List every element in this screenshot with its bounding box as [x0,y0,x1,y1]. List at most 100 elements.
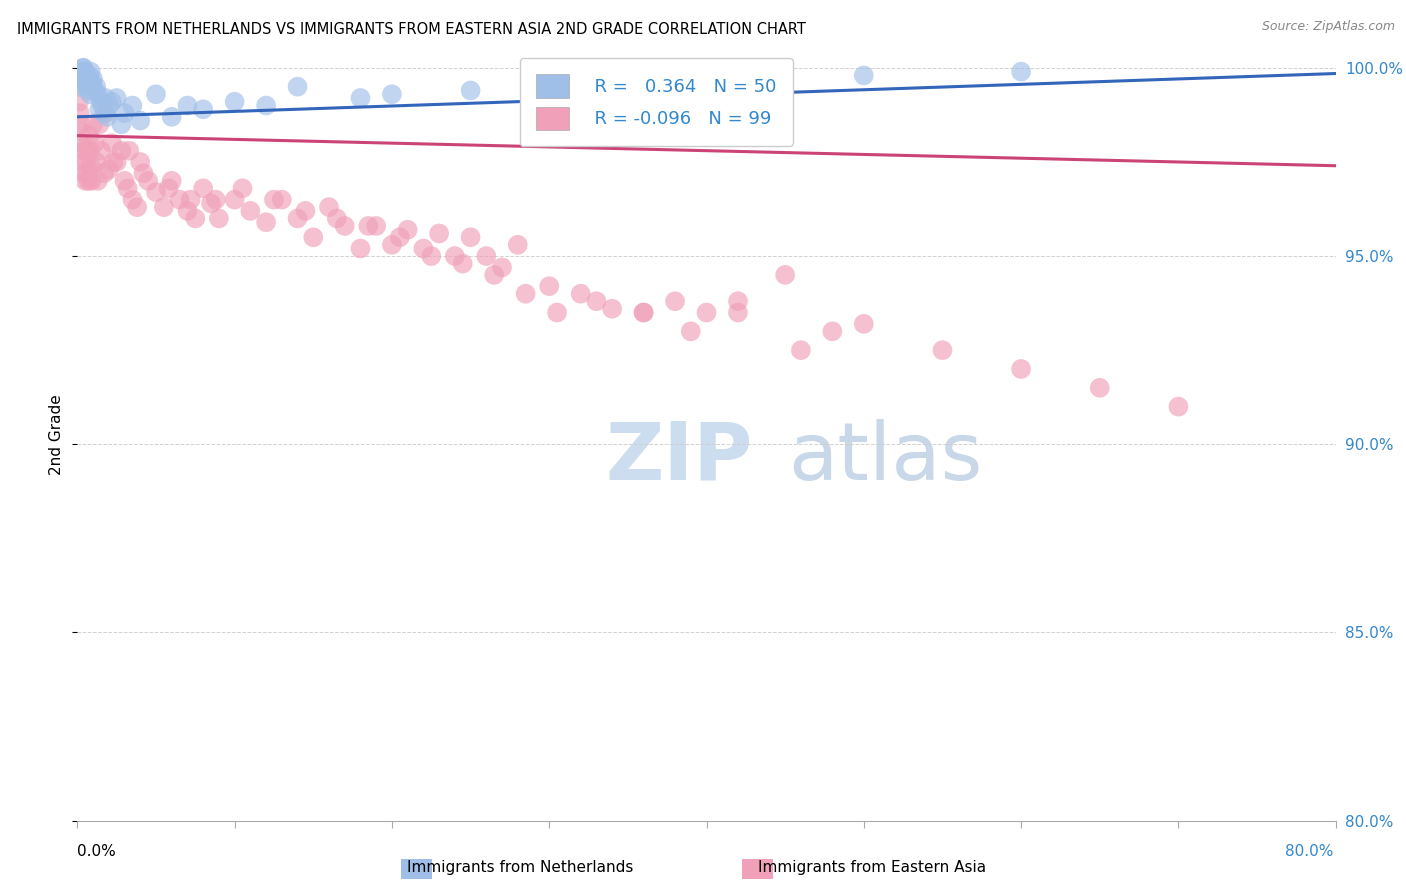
Point [326,211,349,226]
Point [82,76,104,90]
Point [91,98,114,112]
Point [118,144,141,158]
Point [727,305,749,319]
Text: ZIP: ZIP [606,419,754,497]
Point [515,286,537,301]
Point [633,305,655,319]
Point [129,155,152,169]
Point [931,343,953,358]
Text: 80.0%: 80.0% [1285,845,1333,859]
Point [103,155,125,169]
Text: 0.0%: 0.0% [77,845,117,859]
Text: atlas: atlas [789,419,983,497]
Point [82,117,104,131]
Point [852,69,875,83]
Point [617,79,640,94]
Point [75,144,97,158]
Point [204,193,226,207]
Point [1010,64,1032,78]
Point [349,91,371,105]
Point [93,106,115,120]
Point [89,117,111,131]
Point [696,72,718,87]
Point [773,268,796,282]
Point [254,98,277,112]
Point [73,166,96,180]
Point [381,87,404,102]
Point [80,79,103,94]
Point [114,174,136,188]
Point [270,193,292,207]
Point [132,166,155,180]
Point [145,185,167,199]
Point [127,200,149,214]
Point [70,136,93,150]
Text: Immigrants from Eastern Asia: Immigrants from Eastern Asia [758,860,986,874]
Point [96,110,118,124]
Point [72,61,94,75]
Point [94,91,117,105]
Point [460,83,482,97]
Point [105,155,128,169]
Point [77,83,100,97]
Point [105,91,128,105]
Point [357,219,380,233]
Point [664,294,686,309]
Point [790,343,813,358]
Point [333,219,356,233]
Point [136,174,159,188]
Point [70,64,93,78]
Point [585,294,607,309]
Point [381,237,404,252]
Point [475,249,498,263]
Point [121,193,143,207]
Point [318,200,340,214]
Point [87,87,110,102]
Point [451,257,474,271]
Point [73,64,96,78]
Point [67,95,90,109]
Point [444,249,467,263]
Point [538,279,561,293]
Point [72,155,94,169]
Point [366,219,388,233]
Point [70,125,93,139]
Point [1010,362,1032,376]
Point [101,136,124,150]
Point [75,174,97,188]
Point [79,87,101,102]
Point [80,159,103,173]
Point [69,76,91,90]
Point [129,113,152,128]
Point [72,144,94,158]
Point [506,237,529,252]
Point [231,181,253,195]
Point [191,103,215,117]
Point [76,155,98,169]
Point [538,76,561,90]
Point [84,155,107,169]
Point [396,223,419,237]
Point [89,103,111,117]
Point [76,166,98,180]
Point [569,286,592,301]
Point [93,166,115,180]
Point [77,174,100,188]
Text: Immigrants from Netherlands: Immigrants from Netherlands [406,860,634,874]
Point [224,95,246,109]
Point [114,106,136,120]
Point [76,79,98,94]
Point [80,64,103,78]
Point [97,162,120,177]
Point [72,61,94,75]
Point [184,211,207,226]
Point [94,106,117,120]
Point [239,203,262,218]
Point [157,181,180,195]
Point [176,98,198,112]
Point [696,305,718,319]
Point [145,87,167,102]
Point [79,144,101,158]
Point [727,294,749,309]
Point [1088,381,1111,395]
